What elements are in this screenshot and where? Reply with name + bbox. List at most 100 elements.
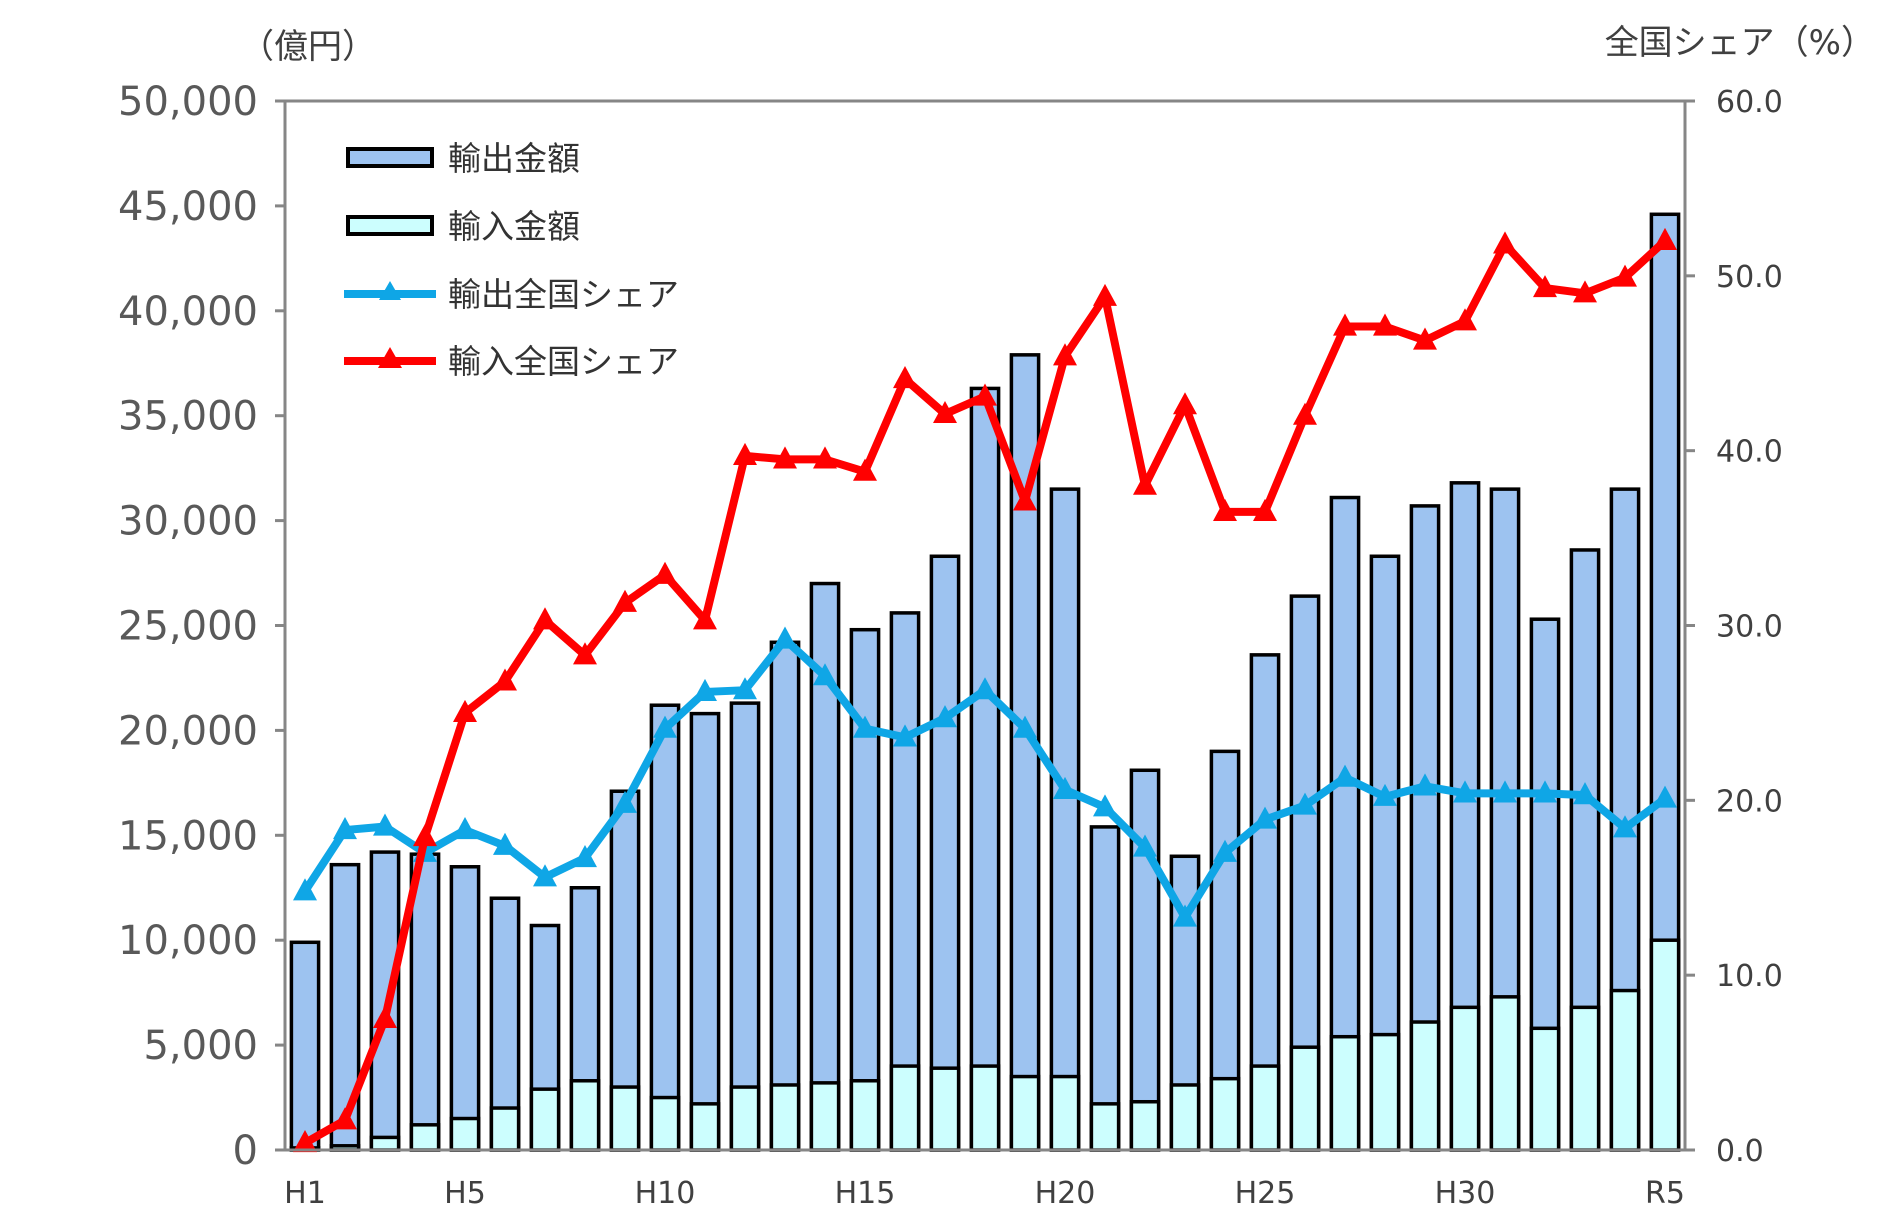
export-share-marker: [1093, 794, 1117, 817]
x-axis-tick-label: H15: [835, 1176, 896, 1211]
export-share-marker: [573, 845, 597, 868]
import-share-marker: [1173, 392, 1197, 415]
x-axis-tick-label: H5: [444, 1176, 486, 1211]
import-share-marker: [1253, 498, 1277, 521]
export-amount-bar: [769, 640, 801, 1152]
import-amount-bar: [1369, 1032, 1401, 1152]
import-share-marker: [1373, 313, 1397, 336]
import-amount-bar: [969, 1064, 1001, 1152]
export-share-marker: [373, 813, 397, 836]
left-axis: 0 5,000 10,000 15,000 20,000 25,000 30,000 35,0…: [118, 79, 285, 1174]
right-axis-tick-label: 40.0: [1716, 435, 1783, 470]
export-share-marker: [853, 715, 877, 738]
import-amount-bar: [1489, 995, 1521, 1152]
import-share-marker: [333, 1107, 357, 1130]
export-amount-bar: [1089, 825, 1121, 1152]
legend-marker-export-share: [379, 281, 401, 300]
import-share-marker: [853, 458, 877, 481]
import-share-marker: [1533, 275, 1557, 298]
import-amount-bar: [769, 1083, 801, 1152]
import-amount-bar: [1169, 1083, 1201, 1152]
import-share-marker: [693, 607, 717, 630]
import-share-marker: [1453, 308, 1477, 331]
import-amount-bar: [929, 1066, 961, 1152]
export-share-marker: [1453, 780, 1477, 803]
import-amount-bar: [1529, 1026, 1561, 1152]
x-axis-tick-label: H10: [635, 1176, 696, 1211]
legend-label-import-amount: 輸入金額: [448, 207, 580, 246]
right-axis-tick-label: 10.0: [1716, 959, 1783, 994]
import-amount-bar: [649, 1095, 681, 1152]
import-share-marker: [1293, 402, 1317, 425]
export-amount-bar: [849, 627, 881, 1152]
import-share-marker: [733, 442, 757, 466]
import-share-marker: [573, 642, 597, 665]
left-axis-tick-label: 5,000: [143, 1023, 258, 1069]
export-share-marker: [653, 715, 677, 738]
left-axis-tick-label: 15,000: [118, 813, 258, 859]
right-axis-tick-label: 20.0: [1716, 784, 1783, 819]
import-amount-bar: [729, 1085, 761, 1152]
import-share-marker: [1133, 472, 1157, 495]
import-share-marker: [453, 699, 477, 723]
right-axis-tick-label: 60.0: [1716, 85, 1783, 120]
legend-label-export-share: 輸出全国シェア: [448, 275, 679, 314]
right-axis-tick-label: 30.0: [1716, 610, 1783, 645]
import-amount-bar: [849, 1079, 881, 1152]
import-share-marker: [973, 383, 997, 406]
export-share-marker: [733, 677, 757, 700]
export-share-marker: [1333, 764, 1357, 787]
legend-swatch-import-amount: [346, 215, 434, 236]
export-amount-bar: [889, 611, 921, 1152]
export-share-marker: [1573, 782, 1597, 805]
export-share-marker: [333, 817, 357, 840]
export-share-marker: [1293, 792, 1317, 815]
export-share-marker: [533, 864, 557, 887]
export-share-marker: [973, 677, 997, 700]
import-amount-bar: [689, 1102, 721, 1152]
import-share-marker: [1013, 488, 1037, 511]
import-share-marker: [1213, 498, 1237, 521]
export-amount-bar: [689, 711, 721, 1152]
import-amount-bar: [449, 1116, 481, 1152]
export-amount-bar: [1129, 768, 1161, 1152]
x-axis-tick-label: R5: [1645, 1176, 1685, 1211]
export-share-marker: [1133, 834, 1157, 857]
export-share-marker: [1213, 839, 1237, 862]
export-share-marker: [293, 878, 317, 901]
import-amount-bar: [1009, 1074, 1041, 1152]
export-share-marker: [1173, 904, 1197, 927]
export-share-marker: [1013, 715, 1037, 738]
import-amount-bar: [1409, 1020, 1441, 1152]
left-axis-tick-label: 25,000: [118, 604, 258, 650]
import-amount-bar: [1249, 1064, 1281, 1152]
x-axis-tick-label: H1: [284, 1176, 326, 1211]
import-share-marker: [413, 824, 437, 847]
import-amount-bar: [1449, 1005, 1481, 1152]
import-share-marker: [1333, 313, 1357, 336]
export-amount-bar: [929, 554, 961, 1152]
export-share-marker: [893, 724, 917, 747]
import-share-marker: [493, 668, 517, 691]
import-amount-bar: [409, 1123, 441, 1152]
export-share-marker: [493, 832, 517, 855]
export-share-marker: [813, 663, 837, 686]
import-amount-bar: [1129, 1099, 1161, 1152]
legend-swatch-export-amount: [346, 147, 434, 168]
legend: 輸出金額 輸入金額 輸出全国シェア 輸入全国シェア: [344, 139, 679, 381]
import-amount-bar: [889, 1064, 921, 1152]
legend-marker-import-share: [378, 347, 402, 368]
right-axis-tick-label: 50.0: [1716, 260, 1783, 295]
export-share-marker: [1413, 773, 1437, 796]
import-amount-bar: [1569, 1005, 1601, 1152]
legend-label-export-amount: 輸出金額: [448, 139, 580, 178]
left-axis-tick-label: 30,000: [118, 499, 258, 545]
export-share-marker: [693, 678, 717, 702]
export-share-marker: [613, 790, 637, 813]
import-share-marker: [773, 446, 797, 469]
import-share-marker: [373, 1005, 397, 1028]
import-share-marker: [1093, 283, 1117, 306]
import-share-marker: [293, 1130, 317, 1153]
export-amount-bar: [289, 940, 321, 1152]
x-axis-tick-label: H25: [1235, 1176, 1296, 1211]
